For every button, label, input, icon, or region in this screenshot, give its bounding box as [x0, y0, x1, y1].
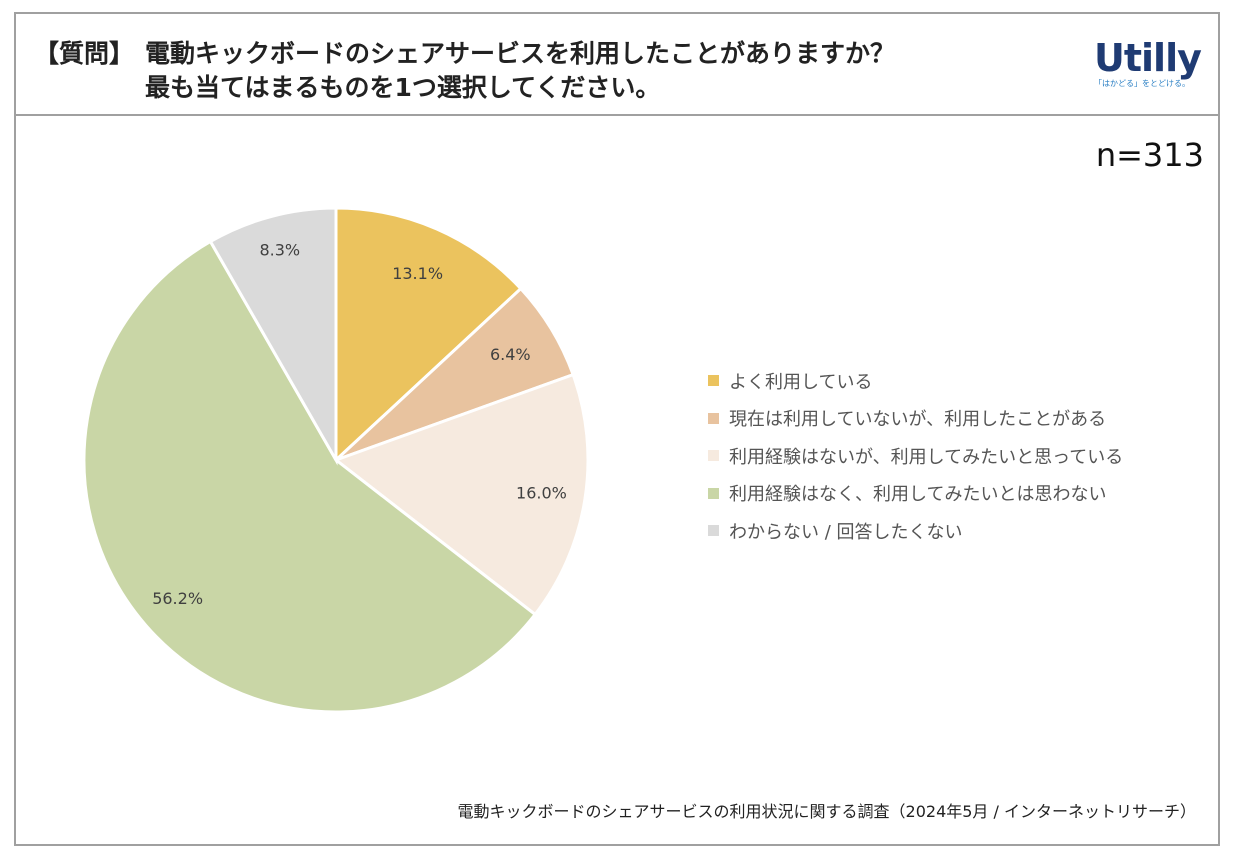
legend-swatch: [708, 412, 719, 424]
pie-slice: [334, 206, 523, 464]
legend-item: 現在は利用していないが、利用したことがある: [708, 400, 1123, 438]
logo-tagline: 「はかどる」をとどける。: [1094, 79, 1190, 88]
slice-data-label: 13.1%: [392, 264, 443, 283]
chart-frame: [14, 12, 1220, 846]
legend-item: 利用経験はなく、利用してみたいとは思わない: [708, 475, 1123, 513]
legend-label: よく利用している: [729, 371, 873, 393]
question-line-1: 電動キックボードのシェアサービスを利用したことがありますか？: [145, 39, 896, 68]
utilly-logo: Utilly 「はかどる」をとどける。: [1094, 36, 1202, 98]
legend-label: 利用経験はないが、利用してみたいと思っている: [729, 446, 1124, 468]
legend-swatch: [708, 375, 719, 387]
sample-size-label: n=313: [1095, 136, 1204, 174]
legend-item: わからない / 回答したくない: [708, 512, 1123, 550]
survey-source: 電動キックボードのシェアサービスの利用状況に関する調査（2024年5月 / イン…: [457, 802, 1196, 821]
slice-data-label: 6.4%: [490, 345, 531, 364]
slice-data-label: 56.2%: [152, 589, 203, 608]
question-line-2: 最も当てはまるものを1つ選択してください。: [145, 73, 661, 102]
pie-slice: [82, 239, 538, 714]
slice-data-label: 16.0%: [516, 484, 567, 503]
legend-label: わからない / 回答したくない: [729, 521, 963, 543]
legend-swatch: [708, 487, 719, 499]
legend-label: 利用経験はなく、利用してみたいとは思わない: [729, 484, 1107, 506]
legend-item: よく利用している: [708, 362, 1123, 400]
legend-swatch: [708, 450, 719, 462]
question-tag: 【質問】: [34, 39, 135, 68]
legend-swatch: [708, 525, 719, 537]
question-header: 【質問】 電動キックボードのシェアサービスを利用したことがありますか？ 最も当て…: [14, 12, 1220, 116]
legend-item: 利用経験はないが、利用してみたいと思っている: [708, 437, 1123, 475]
legend-label: 現在は利用していないが、利用したことがある: [729, 409, 1107, 431]
pie-slice: [332, 372, 590, 617]
chart-legend: よく利用している現在は利用していないが、利用したことがある 利用経験はないが、利用…: [708, 362, 1123, 550]
pie-slice: [208, 206, 338, 466]
slice-data-label: 8.3%: [259, 240, 300, 259]
logo-name: Utilly: [1094, 36, 1202, 80]
